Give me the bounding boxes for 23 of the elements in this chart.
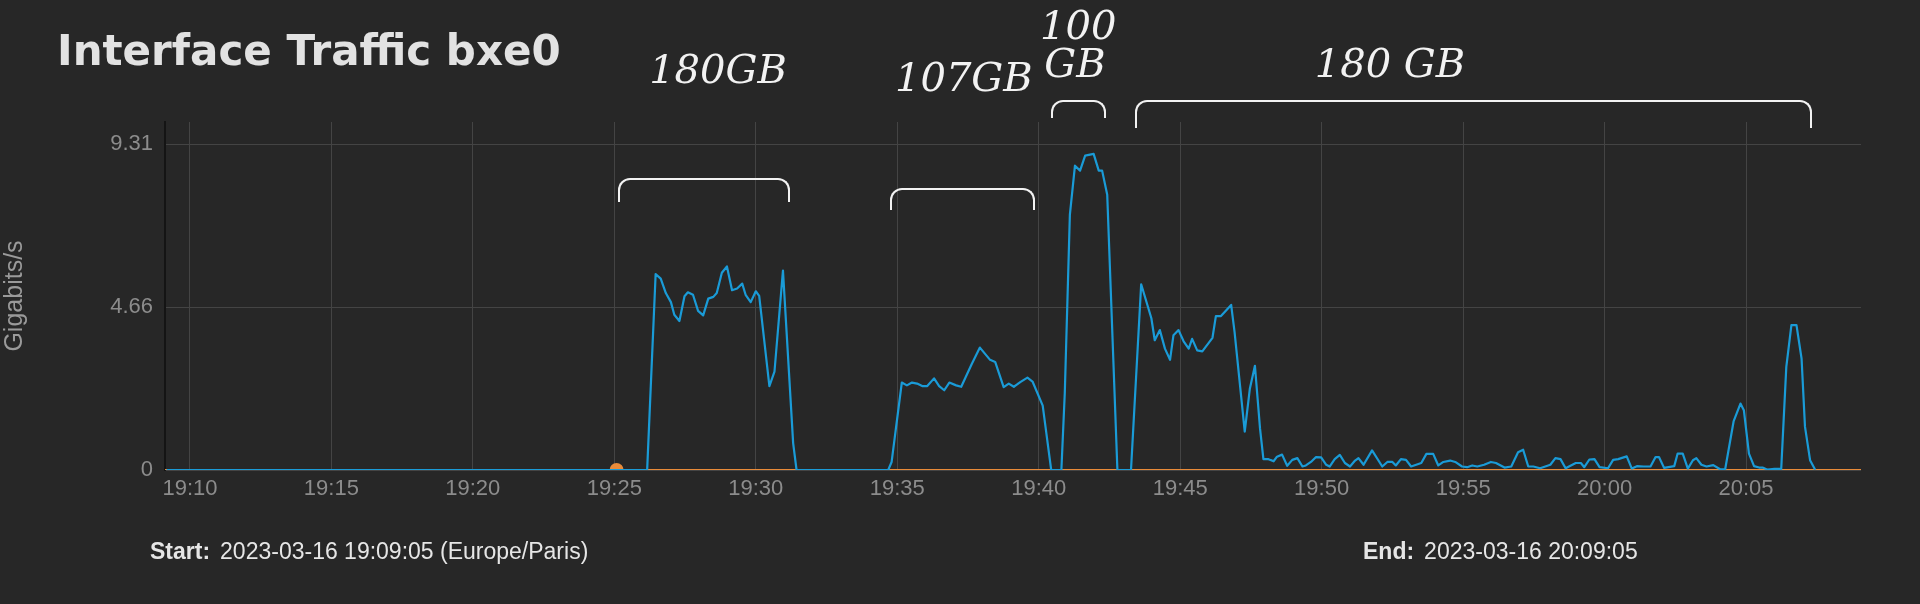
text: Start: 2023-03-16 19:09:05 (Europe/Paris) [150, 538, 589, 565]
text: 107GB [895, 54, 1033, 100]
chart-title: Interface Traffic bxe0 [57, 26, 561, 75]
y-tick-label: 4.66 [110, 293, 153, 319]
x-tick-label: 19:55 [1435, 475, 1491, 501]
x-tick-label: 19:10 [162, 475, 218, 501]
y-axis-title: Gigabits/s [0, 240, 27, 352]
text: End: 2023-03-16 20:09:05 [1363, 538, 1638, 565]
x-tick-label: 19:25 [586, 475, 642, 501]
text: 180GB [648, 46, 788, 92]
text: 180 GB [1313, 40, 1467, 86]
text: 100 GB [1040, 2, 1117, 86]
x-tick-label: 19:15 [303, 475, 359, 501]
x-tick-label: 20:05 [1718, 475, 1774, 501]
x-tick-label: 19:45 [1152, 475, 1208, 501]
x-tick-label: 19:40 [1011, 475, 1067, 501]
x-tick-label: 19:50 [1294, 475, 1350, 501]
x-tick-label: 19:35 [869, 475, 925, 501]
x-tick-label: 19:20 [445, 475, 501, 501]
y-tick-label: 0 [140, 456, 153, 482]
x-tick-label: 19:30 [728, 475, 784, 501]
y-tick-label: 9.31 [110, 130, 153, 156]
x-tick-label: 20:00 [1577, 475, 1633, 501]
